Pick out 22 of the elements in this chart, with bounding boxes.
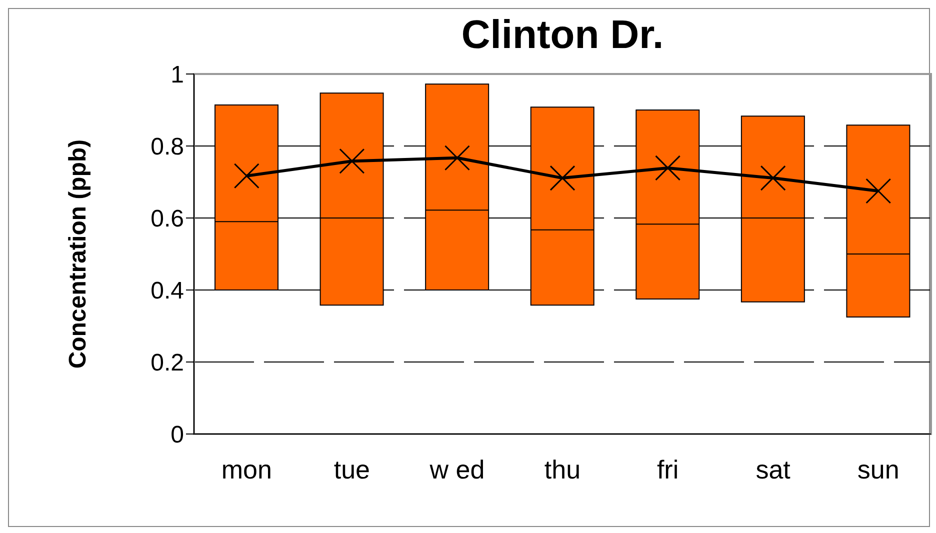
y-axis-title: Concentration (ppb) [64,139,92,369]
point [234,163,260,189]
point [760,165,786,191]
chart-title: Clinton Dr. [460,13,665,58]
y-tick-label: 0.2 [150,350,184,377]
point [339,148,365,174]
y-tick-label: 0.6 [150,206,184,233]
x-tick-label: thu [544,454,581,484]
point [655,155,681,181]
y-tick-label: 0 [170,422,184,449]
x-tick-label: sun [857,454,900,484]
x-tick-label: tue [334,454,370,484]
x-tick-label: mon [221,454,272,484]
point [444,145,470,171]
x-tick-label: sat [756,454,792,484]
x-tick-label: w ed [428,454,485,484]
x-tick-label: fri [656,454,679,484]
point [550,165,576,191]
y-tick-label: 1 [170,62,184,89]
y-tick-label: 0.4 [150,278,184,305]
point [866,178,892,204]
y-tick-label: 0.8 [150,134,184,161]
